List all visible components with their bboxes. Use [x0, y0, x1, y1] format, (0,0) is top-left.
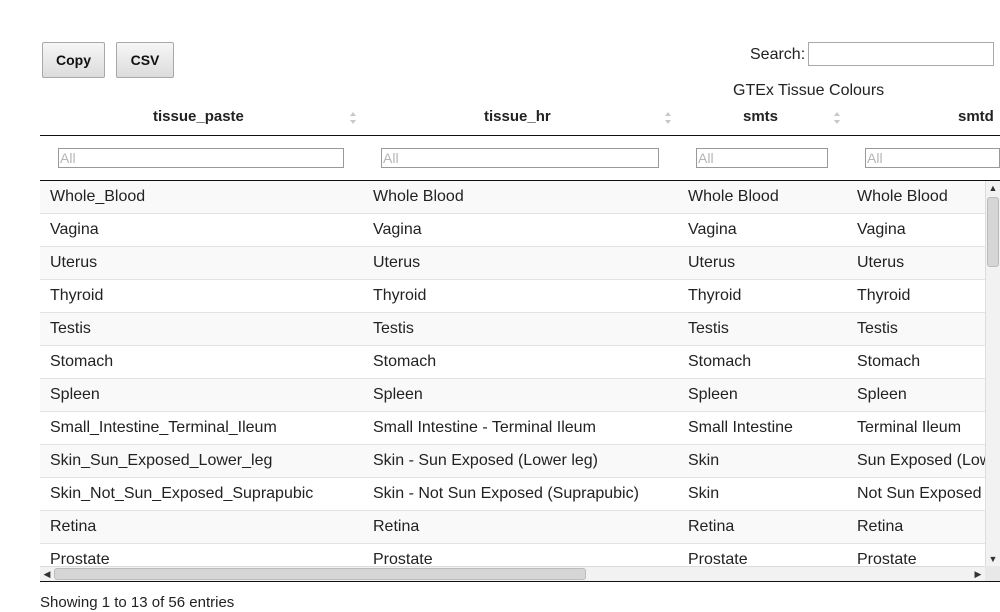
- cell-smtd: Vagina: [857, 221, 906, 238]
- arrow-right-icon[interactable]: ▶: [974, 569, 982, 579]
- cell-tissue-paste: Spleen: [50, 386, 100, 403]
- column-header-tissue-hr[interactable]: tissue_hr: [484, 108, 551, 125]
- cell-tissue-paste: Retina: [50, 518, 97, 535]
- vertical-scroll-thumb[interactable]: [987, 197, 999, 267]
- cell-tissue-paste: Small_Intestine_Terminal_Ileum: [50, 419, 277, 436]
- table-row[interactable]: Uterus Uterus Uterus Uterus: [40, 247, 985, 280]
- table-row[interactable]: Prostate Prostate Prostate Prostate: [40, 544, 985, 566]
- table-row[interactable]: Skin_Sun_Exposed_Lower_leg Skin - Sun Ex…: [40, 445, 985, 478]
- header-divider: [40, 135, 1000, 136]
- cell-smtd: Retina: [857, 518, 904, 535]
- cell-tissue-hr: Uterus: [373, 254, 421, 271]
- cell-smts: Prostate: [688, 551, 748, 566]
- sort-both-icon[interactable]: [664, 110, 672, 126]
- cell-tissue-paste: Testis: [50, 320, 91, 337]
- cell-smts: Skin: [688, 452, 720, 469]
- arrow-down-icon[interactable]: ▼: [988, 554, 998, 564]
- filter-smtd[interactable]: [865, 148, 1000, 168]
- horizontal-scroll-thumb[interactable]: [54, 568, 586, 580]
- cell-tissue-paste: Skin_Not_Sun_Exposed_Suprapubic: [50, 485, 314, 502]
- column-header-smts[interactable]: smts: [743, 108, 779, 125]
- cell-tissue-hr: Retina: [373, 518, 420, 535]
- cell-smts: Stomach: [688, 353, 752, 370]
- cell-tissue-hr: Skin - Sun Exposed (Lower leg): [373, 452, 598, 469]
- cell-tissue-hr: Testis: [373, 320, 414, 337]
- cell-tissue-hr: Thyroid: [373, 287, 427, 304]
- table-body: Whole_Blood Whole Blood Whole Blood Whol…: [40, 181, 985, 566]
- table-row[interactable]: Stomach Stomach Stomach Stomach: [40, 346, 985, 379]
- cell-smtd: Terminal Ileum: [857, 419, 962, 436]
- cell-smts: Thyroid: [688, 287, 742, 304]
- cell-tissue-paste: Prostate: [50, 551, 110, 566]
- cell-smtd: Spleen: [857, 386, 907, 403]
- cell-tissue-hr: Whole Blood: [373, 188, 464, 205]
- cell-smts: Small Intestine: [688, 419, 793, 436]
- column-header-tissue-paste[interactable]: tissue_paste: [153, 108, 244, 125]
- cell-tissue-hr: Vagina: [373, 221, 422, 238]
- cell-smtd: Stomach: [857, 353, 921, 370]
- cell-tissue-hr: Small Intestine - Terminal Ileum: [373, 419, 596, 436]
- cell-smtd: Sun Exposed (Lower leg): [857, 452, 985, 469]
- cell-tissue-paste: Skin_Sun_Exposed_Lower_leg: [50, 452, 273, 469]
- horizontal-scrollbar[interactable]: ◀ ▶: [40, 566, 985, 581]
- table-row[interactable]: Retina Retina Retina Retina: [40, 511, 985, 544]
- filter-divider: [40, 180, 1000, 181]
- cell-smtd: Thyroid: [857, 287, 911, 304]
- column-header-smtd[interactable]: smtd: [958, 108, 994, 125]
- table-row[interactable]: Thyroid Thyroid Thyroid Thyroid: [40, 280, 985, 313]
- cell-tissue-hr: Prostate: [373, 551, 433, 566]
- table-row[interactable]: Vagina Vagina Vagina Vagina: [40, 214, 985, 247]
- cell-smtd: Uterus: [857, 254, 905, 271]
- cell-smts: Skin: [688, 485, 720, 502]
- cell-tissue-hr: Spleen: [373, 386, 423, 403]
- cell-tissue-paste: Uterus: [50, 254, 98, 271]
- filter-tissue-hr[interactable]: [381, 148, 659, 168]
- sort-both-icon[interactable]: [349, 110, 357, 126]
- table-info: Showing 1 to 13 of 56 entries: [40, 594, 235, 611]
- filter-smts[interactable]: [696, 148, 828, 168]
- cell-smtd: Prostate: [857, 551, 917, 566]
- cell-smts: Whole Blood: [688, 188, 779, 205]
- arrow-left-icon[interactable]: ◀: [43, 569, 51, 579]
- cell-tissue-hr: Skin - Not Sun Exposed (Suprapubic): [373, 485, 639, 502]
- cell-smts: Spleen: [688, 386, 738, 403]
- cell-smts: Testis: [688, 320, 729, 337]
- table-bottom-border: [40, 581, 1000, 582]
- sort-both-icon[interactable]: [833, 110, 841, 126]
- cell-smts: Uterus: [688, 254, 736, 271]
- cell-smtd: Not Sun Exposed (Suprapubic): [857, 485, 985, 502]
- cell-tissue-paste: Vagina: [50, 221, 99, 238]
- table-row[interactable]: Small_Intestine_Terminal_Ileum Small Int…: [40, 412, 985, 445]
- table-row[interactable]: Spleen Spleen Spleen Spleen: [40, 379, 985, 412]
- cell-tissue-hr: Stomach: [373, 353, 437, 370]
- cell-smtd: Whole Blood: [857, 188, 948, 205]
- cell-tissue-paste: Thyroid: [50, 287, 104, 304]
- cell-tissue-paste: Stomach: [50, 353, 114, 370]
- table-caption: GTEx Tissue Colours: [733, 82, 885, 99]
- cell-smts: Vagina: [688, 221, 737, 238]
- search-label: Search:: [750, 46, 806, 63]
- copy-button[interactable]: Copy: [42, 42, 105, 78]
- table-row[interactable]: Testis Testis Testis Testis: [40, 313, 985, 346]
- arrow-up-icon[interactable]: ▲: [988, 183, 998, 193]
- table-row[interactable]: Skin_Not_Sun_Exposed_Suprapubic Skin - N…: [40, 478, 985, 511]
- search-input[interactable]: [808, 42, 994, 66]
- cell-smtd: Testis: [857, 320, 898, 337]
- table-row[interactable]: Whole_Blood Whole Blood Whole Blood Whol…: [40, 181, 985, 214]
- scrollbar-corner: [985, 566, 1000, 581]
- cell-tissue-paste: Whole_Blood: [50, 188, 146, 205]
- vertical-scrollbar[interactable]: ▲ ▼: [985, 181, 1000, 566]
- filter-tissue-paste[interactable]: [58, 148, 344, 168]
- cell-smts: Retina: [688, 518, 735, 535]
- csv-button[interactable]: CSV: [116, 42, 174, 78]
